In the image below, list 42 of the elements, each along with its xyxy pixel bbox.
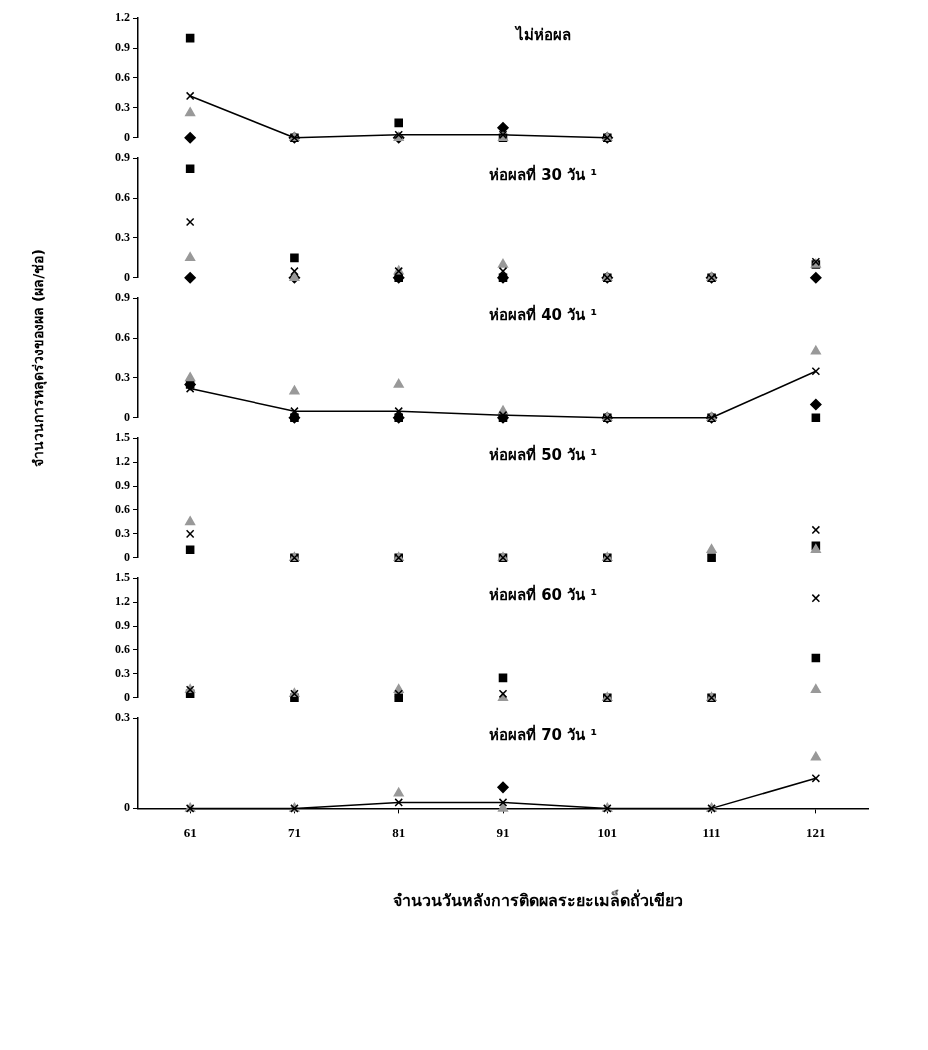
- y-tick-label: 1.5: [115, 570, 130, 585]
- y-tick-label: 0.9: [115, 40, 130, 55]
- x-tick-label: 91: [496, 824, 510, 840]
- y-tick-label: 0: [124, 129, 130, 144]
- y-tick-label: 0.9: [115, 478, 130, 493]
- y-tick-label: 0.3: [115, 710, 130, 725]
- y-axis-title: จำนวนการหลุดร่วงของผล (ผล/ช่อ): [29, 249, 48, 467]
- y-tick-label: 1.2: [115, 454, 130, 469]
- y-tick-label: 0.6: [115, 642, 130, 657]
- text: ห่อผลที่ 30 วัน ¹: [488, 163, 598, 184]
- x-tick-label: 71: [287, 824, 301, 840]
- y-tick-label: 0.6: [115, 190, 130, 205]
- text: ห่อผลที่ 60 วัน ¹: [488, 583, 598, 604]
- text: ห่อผลที่ 70 วัน ¹: [488, 723, 598, 744]
- y-tick-label: 0: [124, 269, 130, 284]
- y-tick-label: 0.9: [115, 150, 130, 165]
- y-tick-label: 0.9: [115, 618, 130, 633]
- y-tick-label: 0: [124, 800, 130, 815]
- y-tick-label: 0.9: [115, 290, 130, 305]
- y-tick-label: 1.2: [115, 594, 130, 609]
- y-tick-label: 1.2: [115, 10, 130, 25]
- y-tick-label: 0.6: [115, 330, 130, 345]
- y-tick-label: 0.3: [115, 665, 130, 680]
- x-tick-label: 111: [702, 824, 721, 840]
- x-tick-label: 101: [597, 824, 618, 840]
- text: ห่อผลที่ 50 วัน ¹: [488, 443, 598, 464]
- y-tick-label: 0: [124, 409, 130, 424]
- x-axis-title: จำนวนวันหลังการติดผลระยะเมล็ดถั่วเขียว: [392, 888, 684, 912]
- text: ไม่ห่อผล: [513, 24, 571, 44]
- y-tick-label: 0.3: [115, 525, 130, 540]
- y-tick-label: 0.6: [115, 70, 130, 85]
- text: ห่อผลที่ 40 วัน ¹: [488, 303, 598, 324]
- y-tick-label: 0.3: [115, 99, 130, 114]
- y-tick-label: 0: [124, 689, 130, 704]
- y-tick-label: 0: [124, 549, 130, 564]
- x-tick-label: 121: [806, 824, 826, 840]
- y-tick-label: 0.6: [115, 502, 130, 517]
- y-tick-label: 0.3: [115, 370, 130, 385]
- y-tick-label: 1.5: [115, 430, 130, 445]
- x-tick-label: 61: [183, 824, 197, 840]
- y-tick-label: 0.3: [115, 230, 130, 245]
- x-tick-label: 81: [392, 824, 406, 840]
